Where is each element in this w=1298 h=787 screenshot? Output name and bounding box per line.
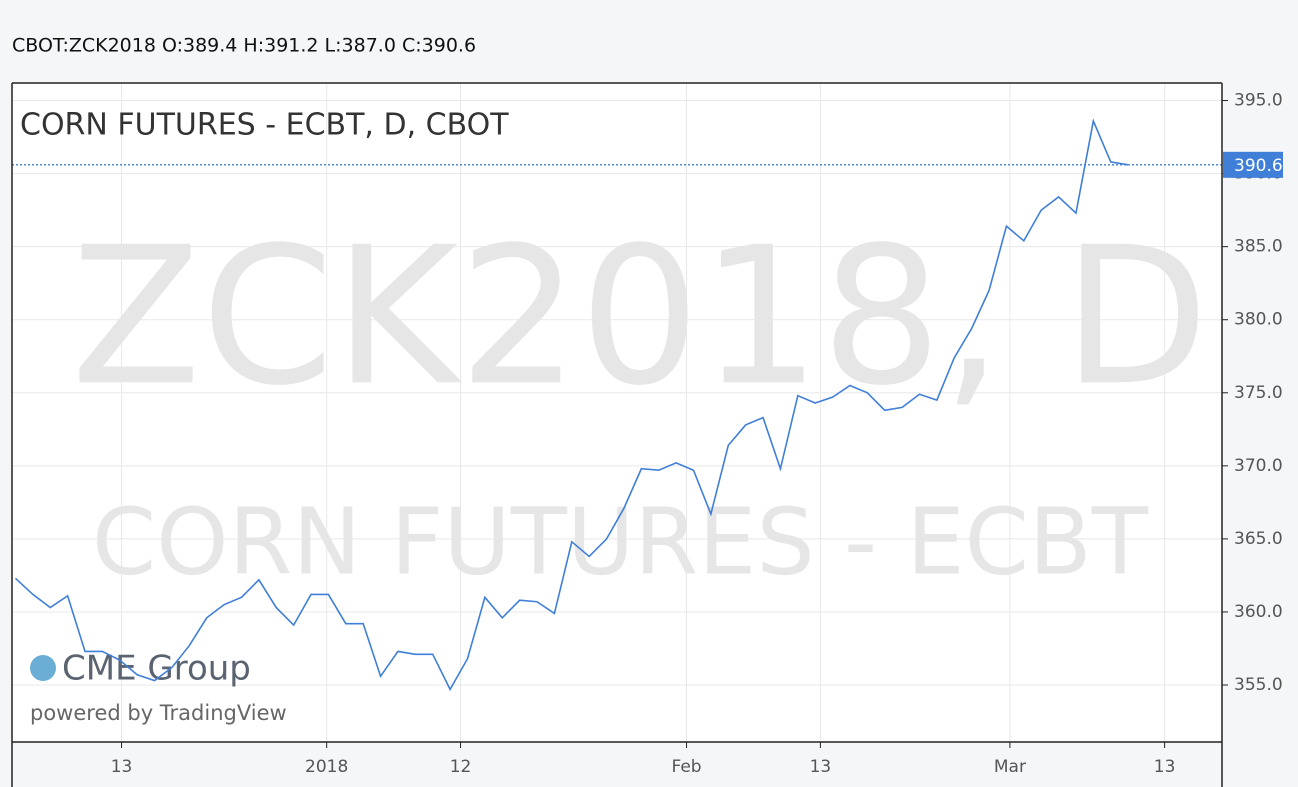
- grid: [12, 83, 1222, 742]
- last-price-box: [1223, 151, 1283, 178]
- plot-area: [12, 83, 1222, 742]
- x-tick-label: 13: [1154, 757, 1176, 777]
- last-price-label: 390.6: [1234, 156, 1283, 176]
- x-tick-label: 12: [450, 757, 472, 777]
- y-tick-label: 385.0: [1234, 237, 1283, 257]
- x-tick-label: 13: [810, 757, 832, 777]
- y-tick-label: 380.0: [1234, 310, 1283, 330]
- price-line: [14, 118, 1129, 692]
- watermark: CORN FUTURES - ECBT: [92, 488, 1149, 595]
- y-tick-label: 395.0: [1234, 91, 1283, 111]
- y-tick-label: 375.0: [1234, 383, 1283, 403]
- x-tick-label: 13: [111, 757, 133, 777]
- x-tick-label: Feb: [671, 757, 701, 777]
- x-tick-label: Mar: [994, 757, 1026, 777]
- y-tick-label: 355.0: [1234, 675, 1283, 695]
- y-tick-label: 370.0: [1234, 456, 1283, 476]
- x-tick-label: 2018: [305, 757, 348, 777]
- logo-icon: [30, 655, 56, 681]
- chart-title: CORN FUTURES - ECBT, D, CBOT: [20, 108, 509, 143]
- header: CBOT:ZCK2018 O:389.4 H:391.2 L:387.0 C:3…: [12, 35, 476, 57]
- marks: [12, 118, 1222, 692]
- watermark: ZCK2018, D: [71, 206, 1209, 427]
- y-tick-label: 365.0: [1234, 529, 1283, 549]
- logo: CME Group: [62, 649, 251, 689]
- credit: powered by TradingView: [30, 701, 287, 725]
- y-tick-label: 360.0: [1234, 602, 1283, 622]
